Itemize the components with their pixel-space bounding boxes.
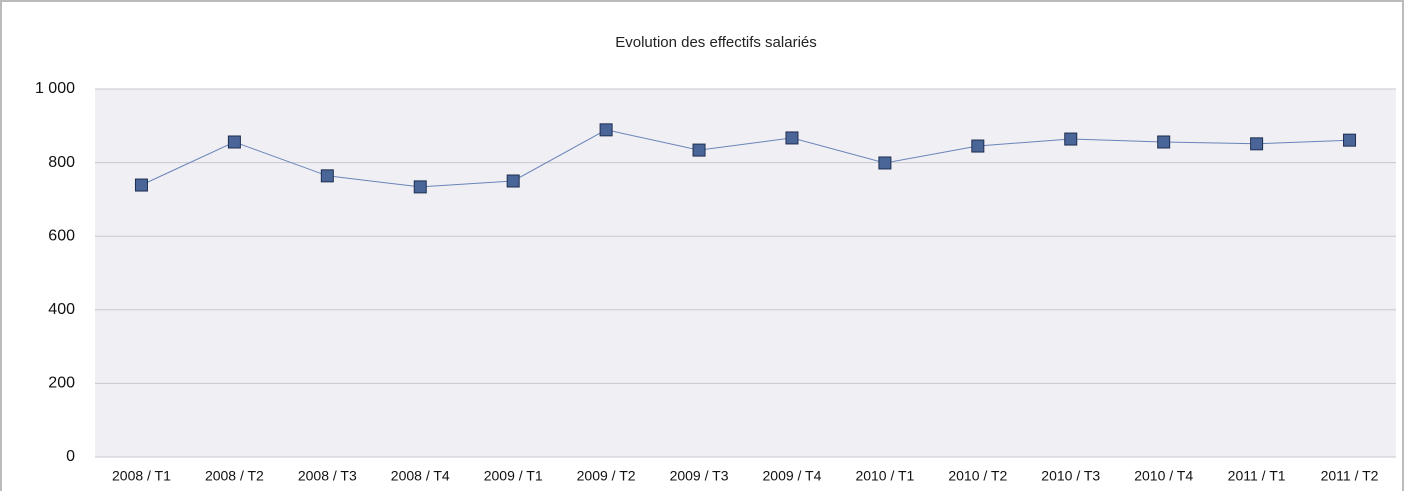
x-tick-label: 2009 / T1 xyxy=(484,468,543,484)
x-tick-label: 2011 / T1 xyxy=(1228,468,1286,484)
data-point xyxy=(1157,135,1171,149)
data-point xyxy=(1343,133,1357,147)
data-point xyxy=(320,169,334,183)
y-tick-label: 800 xyxy=(48,154,75,171)
data-point xyxy=(1064,132,1078,146)
y-tick-label: 200 xyxy=(48,375,75,392)
data-point xyxy=(413,180,427,194)
data-point xyxy=(599,123,613,137)
x-tick-label: 2011 / T2 xyxy=(1321,468,1379,484)
y-tick-label: 1 000 xyxy=(35,80,75,97)
y-tick-label: 0 xyxy=(66,448,75,465)
x-tick-label: 2009 / T4 xyxy=(763,468,822,484)
x-tick-label: 2008 / T1 xyxy=(112,468,171,484)
x-tick-label: 2008 / T4 xyxy=(391,468,450,484)
chart-title: Evolution des effectifs salariés xyxy=(615,34,817,51)
x-tick-label: 2008 / T3 xyxy=(298,468,357,484)
x-tick-label: 2010 / T3 xyxy=(1041,468,1100,484)
plot-area xyxy=(95,89,1396,457)
x-tick-label: 2010 / T4 xyxy=(1134,468,1193,484)
data-point xyxy=(971,139,985,153)
y-tick-label: 400 xyxy=(48,301,75,318)
series-line xyxy=(141,129,1350,188)
x-tick-label: 2008 / T2 xyxy=(205,468,264,484)
x-tick-label: 2010 / T1 xyxy=(855,468,914,484)
y-tick-label: 600 xyxy=(48,227,75,244)
x-tick-label: 2010 / T2 xyxy=(948,468,1007,484)
data-point xyxy=(878,156,892,170)
data-point xyxy=(227,135,241,149)
data-point xyxy=(785,131,799,145)
data-point xyxy=(506,174,520,188)
x-tick-label: 2009 / T3 xyxy=(670,468,729,484)
x-tick-label: 2009 / T2 xyxy=(577,468,636,484)
data-point xyxy=(134,178,148,192)
data-point xyxy=(692,143,706,157)
data-point xyxy=(1250,137,1264,151)
